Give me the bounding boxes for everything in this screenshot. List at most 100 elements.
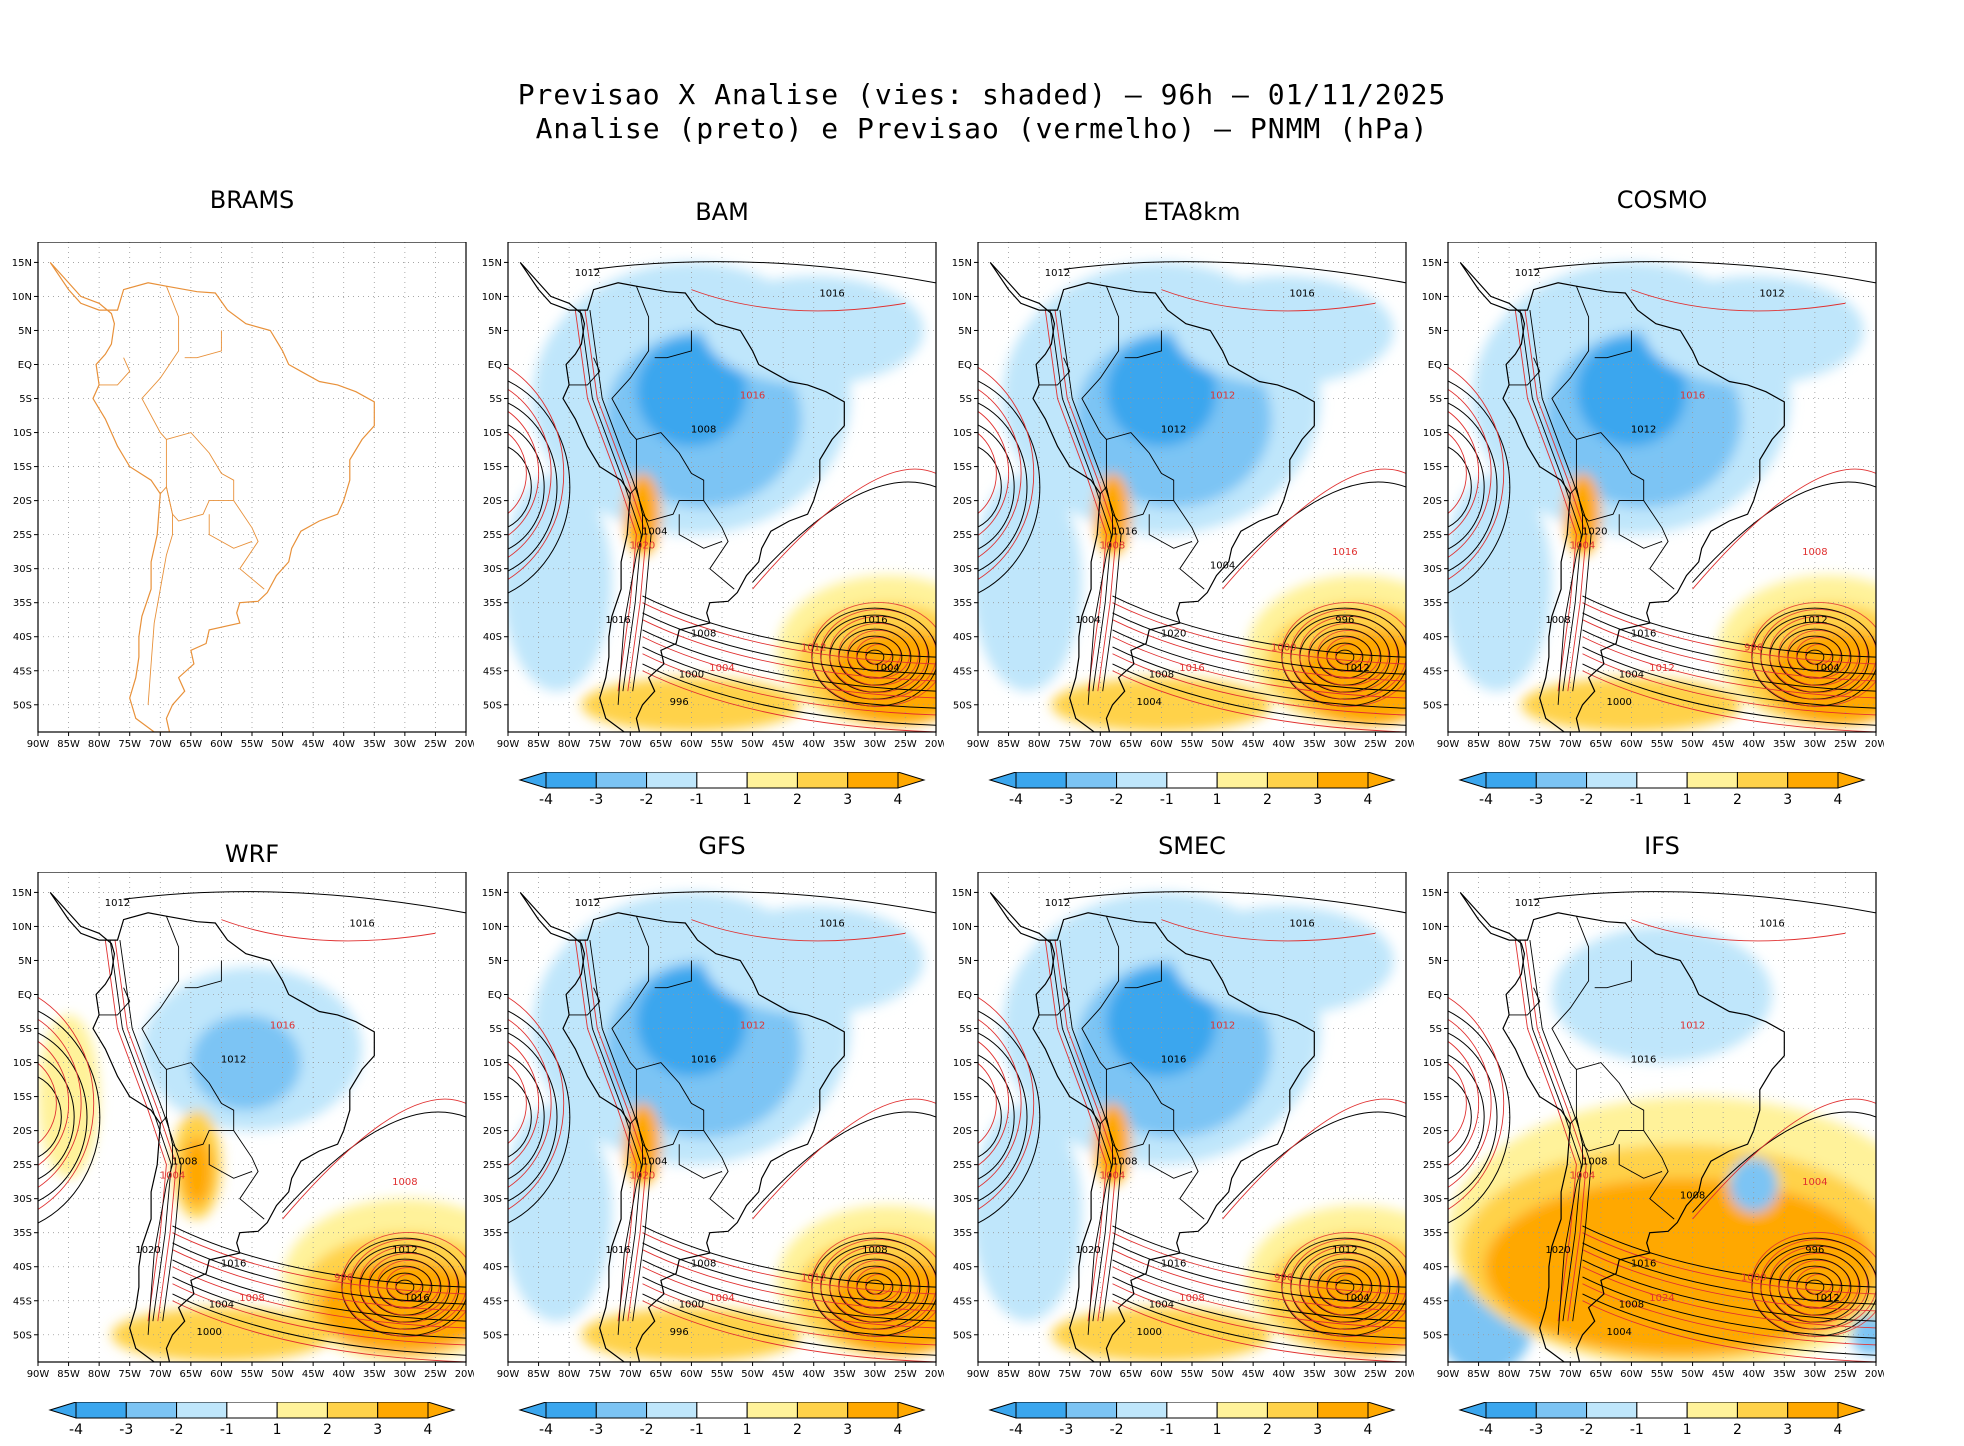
- lon-tick-label: 55W: [1651, 1369, 1674, 1380]
- lon-tick-label: 60W: [210, 739, 233, 750]
- lon-tick-label: 35W: [1773, 739, 1796, 750]
- colorbar-segment: [545, 1402, 597, 1419]
- isobar-label: 1004: [1802, 1177, 1827, 1188]
- panel-title-bam: BAM: [695, 198, 749, 226]
- lon-tick-label: 65W: [1120, 1369, 1143, 1380]
- lat-tick-label: 30S: [953, 1194, 972, 1205]
- lon-tick-label: 55W: [711, 1369, 734, 1380]
- isobar-label: 1004: [642, 1157, 667, 1168]
- lon-tick-label: 55W: [1181, 739, 1204, 750]
- lon-tick-label: 40W: [802, 1369, 825, 1380]
- lat-tick-label: 10S: [13, 428, 32, 439]
- lon-tick-label: 75W: [1528, 739, 1551, 750]
- colorbar-segment: [1065, 1402, 1118, 1419]
- lat-tick-label: 10S: [483, 428, 502, 439]
- colorbar-label: 4: [894, 1422, 903, 1438]
- lat-tick-label: 10N: [12, 292, 32, 303]
- lon-tick-label: 70W: [1089, 1369, 1112, 1380]
- isobar-label: 996: [1805, 1245, 1824, 1256]
- isobar-label: 1004: [642, 527, 667, 538]
- lat-tick-label: 40S: [13, 1262, 32, 1273]
- lon-tick-label: 40W: [332, 739, 355, 750]
- isobar-label: 1012: [740, 1021, 765, 1032]
- isobar-label: 1020: [630, 540, 655, 551]
- lon-tick-label: 60W: [210, 1369, 233, 1380]
- lon-tick-label: 55W: [711, 739, 734, 750]
- lat-tick-label: 40S: [1423, 632, 1442, 643]
- lat-tick-label: 20S: [953, 1126, 972, 1137]
- isobar-label: 1016: [1631, 1259, 1656, 1270]
- map-panel-wrf: 1012 1016 1016 1012 1008 1004 1020 1016 1008 1004…: [12, 872, 474, 1380]
- lon-tick-label: 80W: [558, 739, 581, 750]
- colorbar-segment: [1015, 772, 1067, 789]
- isobar-label: 1000: [679, 670, 704, 681]
- lat-tick-label: 50S: [1423, 700, 1442, 711]
- lat-tick-label: 45S: [953, 1296, 972, 1307]
- colorbar-segment: [1116, 772, 1168, 789]
- lon-tick-label: 75W: [588, 1369, 611, 1380]
- bias-region: [190, 1014, 301, 1111]
- lon-tick-label: 40W: [1742, 739, 1765, 750]
- lat-tick-label: 35S: [953, 598, 972, 609]
- isobar-label: 1012: [1344, 663, 1369, 674]
- isobar-label: 996: [1335, 615, 1354, 626]
- colorbar-label: 3: [1783, 792, 1792, 808]
- lon-tick-label: 85W: [527, 1369, 550, 1380]
- lat-tick-label: 50S: [13, 1330, 32, 1341]
- lat-tick-label: 5N: [18, 326, 32, 337]
- colorbar-label: 1: [743, 1422, 752, 1438]
- lon-tick-label: 45W: [772, 1369, 795, 1380]
- colorbar-segment: [696, 772, 748, 789]
- colorbar-segment: [1485, 1402, 1537, 1419]
- lon-tick-label: 20W: [1865, 739, 1884, 750]
- lon-tick-label: 35W: [833, 1369, 856, 1380]
- lon-tick-label: 65W: [650, 739, 673, 750]
- country-borders: [1039, 916, 1205, 1335]
- lon-tick-label: 70W: [619, 1369, 642, 1380]
- colorbar-segment: [1636, 772, 1688, 789]
- lon-tick-label: 55W: [1651, 739, 1674, 750]
- map-panel-smec: 1012 1016 1012 1016 1008 1004 1020 1016 1008 1004…: [952, 872, 1414, 1380]
- colorbar-segment: [1317, 772, 1369, 789]
- lat-tick-label: 15N: [482, 888, 502, 899]
- lat-tick-label: 50S: [953, 1330, 972, 1341]
- bias-region: [508, 473, 612, 692]
- isobar-label: 1004: [874, 663, 899, 674]
- lat-tick-label: 15N: [12, 258, 32, 269]
- lon-tick-label: 75W: [1058, 1369, 1081, 1380]
- colorbar-label: -4: [1479, 792, 1493, 808]
- coastline: [1459, 891, 1785, 1362]
- isobar-label: 1016: [819, 288, 844, 299]
- lon-tick-label: 75W: [118, 1369, 141, 1380]
- colorbar-segment: [276, 1402, 328, 1419]
- panel-title-smec: SMEC: [1158, 832, 1226, 860]
- lon-tick-label: 65W: [180, 1369, 203, 1380]
- lat-tick-label: 5N: [18, 956, 32, 967]
- lat-tick-label: 35S: [1423, 598, 1442, 609]
- lat-tick-label: 10N: [482, 922, 502, 933]
- isobar-label: 1000: [1606, 697, 1631, 708]
- colorbar-label: -4: [69, 1422, 83, 1438]
- lat-tick-label: 50S: [483, 700, 502, 711]
- colorbar-segment: [125, 1402, 178, 1419]
- colorbar-label: 3: [1783, 1422, 1792, 1438]
- country-borders: [99, 916, 265, 1335]
- isobar-label: 1008: [392, 1177, 417, 1188]
- coastline: [49, 891, 375, 1362]
- colorbar-label: 2: [793, 792, 802, 808]
- colorbar-label: 1: [1683, 792, 1692, 808]
- colorbar-segment: [176, 1402, 228, 1419]
- colorbar-label: -4: [1009, 792, 1023, 808]
- colorbar-segment: [1586, 772, 1638, 789]
- isobar-label: 1004: [1570, 540, 1595, 551]
- lat-tick-label: 50S: [1423, 1330, 1442, 1341]
- lon-tick-label: 20W: [925, 739, 944, 750]
- isobars: [38, 891, 466, 1362]
- isobar-label: 1012: [1649, 663, 1674, 674]
- lon-tick-label: 30W: [394, 1369, 417, 1380]
- isobar-label: 996: [670, 697, 689, 708]
- lat-tick-label: 45S: [483, 1296, 502, 1307]
- colorbar-label: -2: [1110, 1422, 1124, 1438]
- colorbar-segment: [746, 772, 798, 789]
- lon-tick-label: 85W: [1467, 1369, 1490, 1380]
